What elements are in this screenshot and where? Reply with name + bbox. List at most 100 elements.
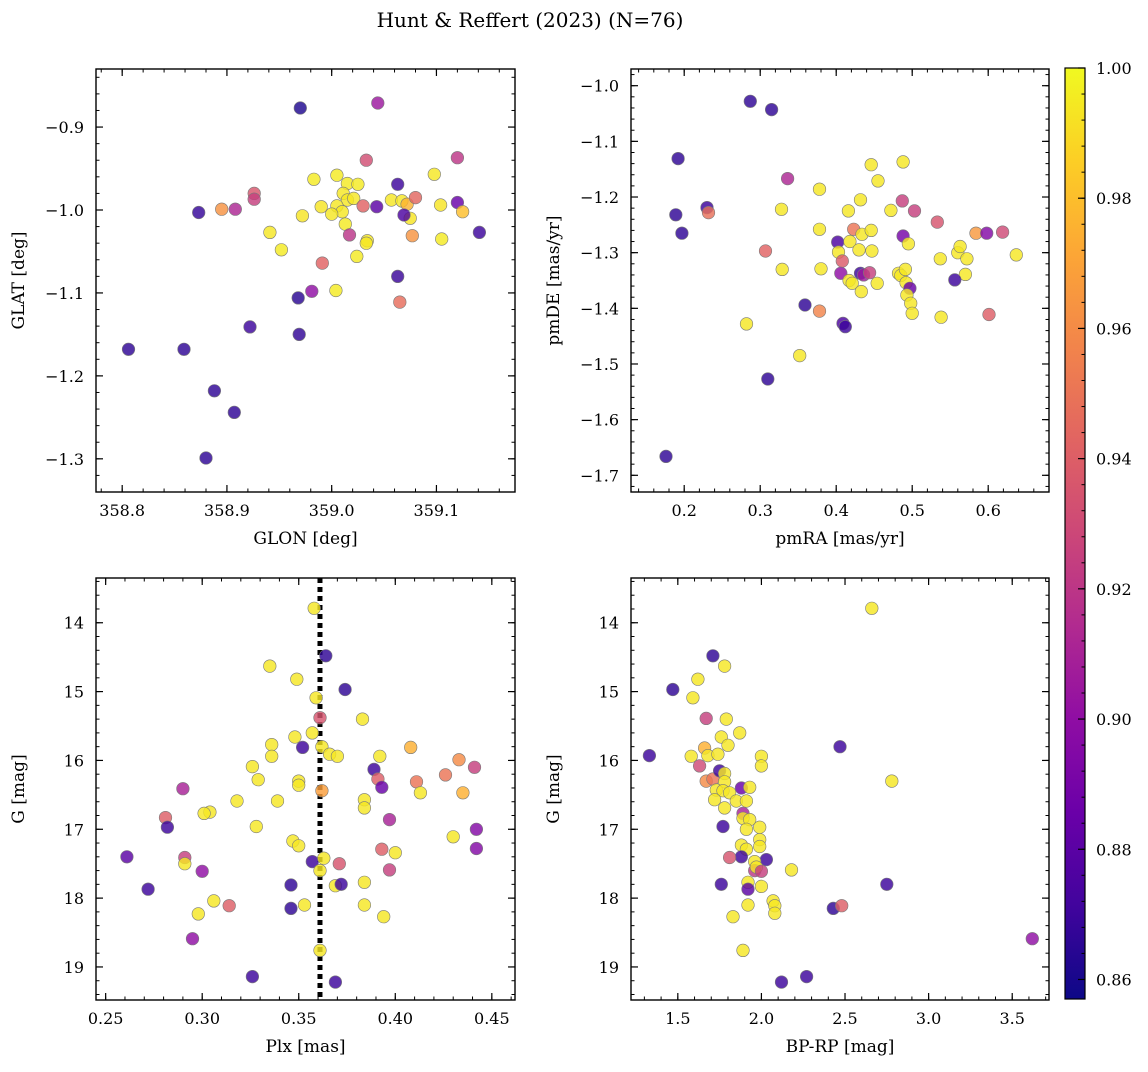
data-point: [245, 759, 259, 774]
data-point: [741, 898, 755, 912]
y-tick-label: 19: [64, 958, 84, 977]
data-point: [706, 649, 720, 663]
data-point: [864, 223, 878, 237]
data-point: [292, 839, 306, 853]
colorbar-tick-label: 0.94: [1096, 450, 1132, 469]
data-point: [228, 202, 242, 216]
data-point: [292, 778, 306, 792]
x-tick-label: 0.2: [671, 501, 696, 520]
data-point: [721, 738, 735, 752]
data-point: [195, 864, 209, 878]
data-point: [833, 740, 847, 754]
colorbar-fill: [1065, 68, 1085, 999]
x-tick-label: 2.5: [832, 1009, 857, 1028]
data-point: [371, 96, 385, 110]
colorbar-tick-label: 0.90: [1096, 710, 1132, 729]
data-point: [121, 342, 136, 356]
colorbar-tick-label: 0.88: [1096, 840, 1132, 859]
data-point: [1025, 932, 1039, 946]
data-point: [469, 822, 484, 836]
data-point: [754, 879, 769, 894]
x-tick-label: 358.8: [99, 501, 145, 520]
data-point: [249, 819, 263, 834]
points-bprp-g: [642, 601, 1039, 989]
data-point: [382, 812, 397, 827]
data-point: [270, 794, 285, 808]
data-point: [295, 209, 310, 223]
data-point: [675, 226, 689, 240]
x-tick-label: 0.6: [975, 501, 1000, 520]
data-point: [898, 262, 913, 277]
data-point: [864, 158, 878, 172]
x-tick-label: 0.3: [747, 501, 772, 520]
data-point: [780, 172, 795, 186]
data-point: [467, 760, 482, 774]
data-point: [377, 910, 391, 924]
data-point: [880, 877, 894, 891]
x-axis-label: GLON [deg]: [253, 529, 357, 549]
data-point: [357, 898, 372, 912]
data-point: [160, 820, 174, 834]
x-tick-label: 359.0: [309, 501, 355, 520]
data-point: [701, 206, 716, 220]
data-point: [799, 969, 814, 984]
data-point: [472, 225, 487, 239]
data-point: [176, 782, 190, 796]
data-point: [207, 384, 221, 398]
data-point: [907, 204, 922, 218]
data-point: [933, 252, 947, 266]
data-point: [207, 894, 221, 908]
y-tick-label: −1.3: [45, 450, 84, 469]
data-point: [314, 200, 328, 214]
x-tick-label: 0.25: [88, 1009, 124, 1028]
data-point: [313, 943, 327, 958]
data-point: [446, 830, 460, 844]
data-point: [865, 601, 879, 615]
data-point: [686, 691, 700, 705]
data-point: [743, 94, 757, 108]
data-point: [733, 726, 747, 740]
data-point: [775, 262, 789, 277]
data-point: [754, 759, 769, 773]
data-point: [814, 262, 828, 276]
data-point: [427, 167, 441, 181]
y-axis-label: G [mag]: [9, 754, 29, 823]
data-point: [642, 748, 657, 763]
data-point: [753, 839, 767, 854]
axes-frame: [630, 68, 1050, 493]
data-point: [736, 943, 750, 958]
data-point: [905, 306, 919, 320]
data-point: [739, 794, 754, 808]
data-point: [853, 193, 868, 207]
axes-frame: [95, 68, 516, 493]
data-point: [719, 712, 733, 726]
axes-frame: [95, 577, 516, 1001]
x-axis-label: Plx [mas]: [265, 1037, 345, 1057]
data-point: [434, 198, 448, 212]
data-point: [357, 801, 372, 815]
x-axis-label: BP-RP [mag]: [786, 1037, 895, 1057]
colorbar-tick-label: 0.86: [1096, 970, 1132, 989]
data-point: [666, 682, 680, 697]
y-tick-label: 15: [64, 683, 84, 702]
y-tick-label: 17: [64, 820, 84, 839]
data-point: [317, 851, 331, 865]
y-tick-label: 17: [599, 820, 619, 839]
x-tick-label: 0.4: [823, 501, 848, 520]
data-point: [347, 191, 361, 205]
panel-plx-g: 0.25 0.30 0.35 0.40 0.45 14 15 16 17 18 19 Plx [mas…: [9, 577, 516, 1057]
data-point: [768, 906, 782, 920]
data-point: [716, 819, 730, 834]
data-point: [865, 244, 879, 258]
data-point: [245, 969, 259, 984]
data-point: [405, 229, 419, 243]
data-point: [456, 205, 470, 219]
data-point: [1009, 248, 1023, 262]
data-point: [862, 266, 877, 280]
data-point: [265, 749, 279, 763]
y-axis-label: GLAT [deg]: [9, 231, 29, 329]
data-point: [355, 712, 370, 726]
data-point: [699, 711, 713, 726]
data-point: [373, 749, 387, 763]
data-point: [292, 327, 306, 342]
